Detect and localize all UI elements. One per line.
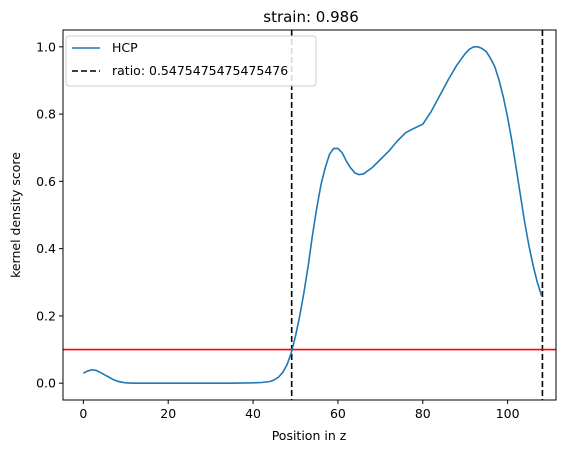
y-tick-label: 0.8 xyxy=(36,107,56,122)
legend-label-hcp: HCP xyxy=(112,40,138,55)
y-tick-label: 1.0 xyxy=(36,39,56,54)
x-tick-label: 40 xyxy=(245,406,261,421)
legend-label-ratio: ratio: 0.5475475475475476 xyxy=(112,63,288,78)
series-line-hcp xyxy=(83,46,543,384)
y-tick-label: 0.6 xyxy=(36,174,56,189)
x-tick-label: 100 xyxy=(496,406,520,421)
y-tick-label: 0.4 xyxy=(36,241,56,256)
chart-title: strain: 0.986 xyxy=(263,8,359,26)
y-tick-label: 0.0 xyxy=(36,376,56,391)
legend: HCP ratio: 0.5475475475475476 xyxy=(65,35,317,87)
legend-box xyxy=(65,35,317,87)
plot-frame xyxy=(62,29,557,401)
y-tick-label: 0.2 xyxy=(36,308,56,323)
x-tick-label: 60 xyxy=(330,406,346,421)
x-tick-label: 20 xyxy=(160,406,176,421)
x-tick-label: 80 xyxy=(415,406,431,421)
x-tick-label: 0 xyxy=(79,406,87,421)
x-axis-label: Position in z xyxy=(272,428,347,443)
y-axis-label: kernel density score xyxy=(8,152,23,278)
